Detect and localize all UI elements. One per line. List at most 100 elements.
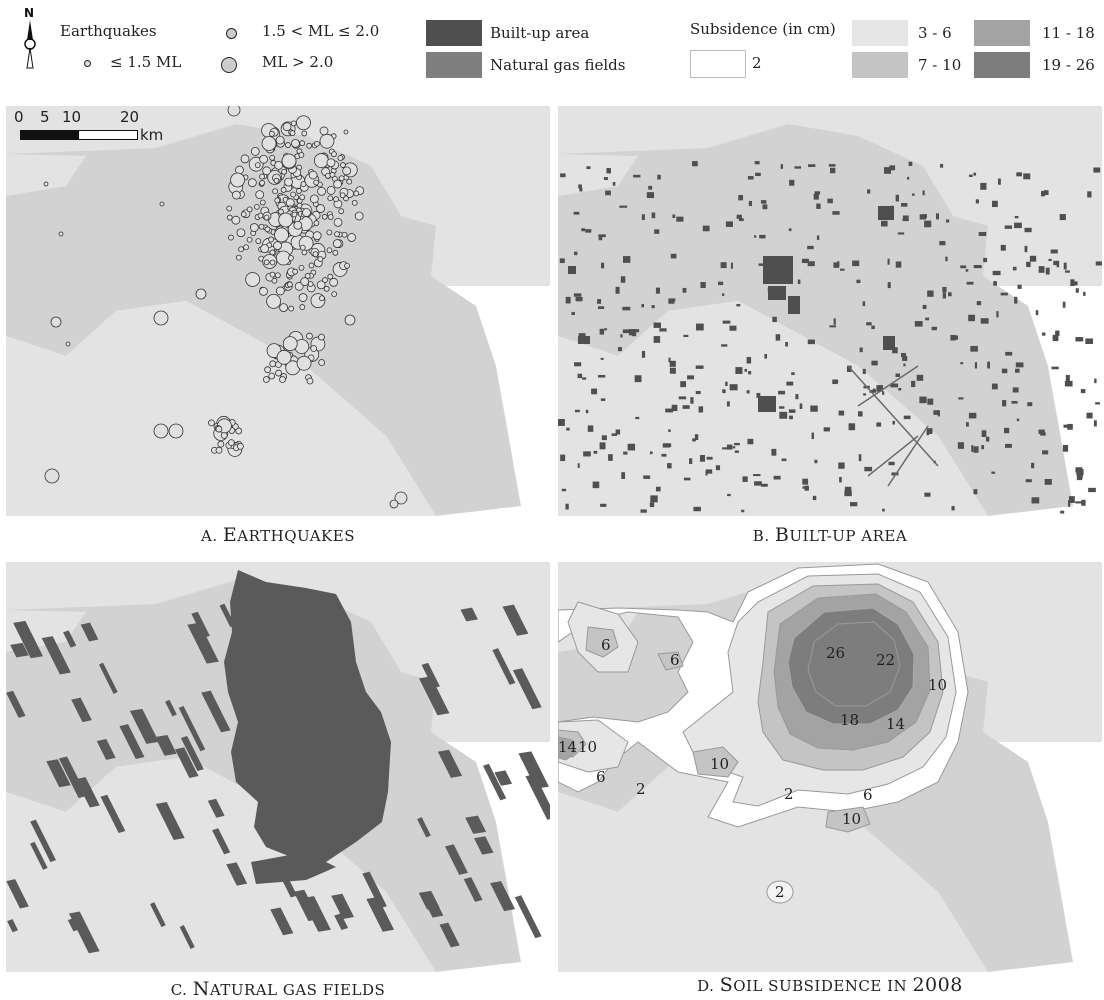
builtup-patch [997, 178, 1001, 185]
builtup-patch [993, 281, 997, 286]
builtup-patch [867, 189, 871, 194]
earthquake-point [338, 208, 345, 215]
builtup-patch [601, 435, 607, 441]
earthquake-point [319, 126, 329, 136]
earthquake-point [316, 204, 325, 213]
builtup-patch [1048, 258, 1052, 261]
earthquake-point [168, 423, 184, 439]
builtup-patch [702, 225, 710, 232]
earthquake-point [228, 234, 234, 241]
small-gas-field [362, 871, 387, 909]
earthquake-point [326, 158, 336, 168]
earthquake-point [332, 249, 339, 256]
builtup-patch [599, 328, 605, 335]
builtup-patch [786, 381, 794, 386]
builtup-patch [617, 347, 622, 352]
earthquake-point [271, 277, 278, 284]
builtup-patch [844, 490, 852, 497]
builtup-patch [1015, 362, 1024, 368]
earthquake-point [232, 190, 241, 200]
builtup-patch [973, 265, 982, 269]
earthquake-point [253, 203, 260, 210]
sub-label-11: 2 [636, 780, 646, 798]
builtup-patch [592, 481, 600, 489]
builtup-patch [746, 356, 752, 364]
builtup-patch [773, 475, 781, 480]
earthquake-point [264, 226, 271, 233]
builtup-patch [1045, 267, 1050, 275]
builtup-patch [574, 251, 578, 256]
builtup-patches [558, 161, 1102, 514]
builtup-patch [579, 187, 583, 192]
small-gas-field [201, 690, 231, 733]
builtup-patch [744, 368, 748, 372]
caption-c-rest: ATURAL GAS FIELDS [209, 981, 386, 999]
builtup-patch [1035, 310, 1039, 316]
earthquake-point [274, 160, 284, 170]
builtup-patch [649, 451, 653, 455]
builtup-patch [1093, 420, 1097, 427]
builtup-patch [795, 394, 799, 400]
caption-a-letter: A. [201, 527, 218, 545]
earthquake-point [279, 303, 289, 313]
builtup-patch [827, 198, 833, 204]
builtup-patch [808, 164, 816, 167]
builtup-patch [665, 408, 674, 413]
earthquake-point [284, 177, 293, 187]
builtup-patch [789, 415, 793, 420]
builtup-patch [878, 206, 894, 220]
earthquake-point [333, 196, 339, 203]
earthquake-point [275, 286, 285, 296]
builtup-patch [678, 396, 687, 400]
builtup-patch [897, 232, 905, 235]
earthquake-point [258, 223, 265, 230]
eq-small-symbol-icon [84, 60, 91, 67]
builtup-patch [970, 345, 978, 352]
builtup-patch [1095, 402, 1100, 405]
earthquake-point [278, 208, 284, 215]
builtup-patch [1080, 389, 1086, 394]
earthquake-point [255, 190, 265, 200]
builtup-patch [794, 166, 802, 169]
earthquake-point [394, 491, 408, 505]
builtup-patch [727, 493, 731, 497]
builtup-patch [558, 419, 565, 426]
small-gas-field [46, 759, 71, 788]
legend-eq-mid: 1.5 < ML ≤ 2.0 [262, 22, 380, 40]
builtup-patch [742, 476, 748, 482]
legend-gasfields: Natural gas fields [490, 56, 626, 74]
builtup-patch [916, 374, 924, 381]
builtup-patch [974, 362, 978, 369]
earthquake-point [346, 178, 353, 185]
earthquake-point [269, 271, 276, 278]
earthquake-point [235, 427, 243, 435]
earthquake-point [280, 187, 287, 193]
builtup-patch [722, 447, 730, 450]
small-gas-field [96, 739, 116, 760]
earthquake-point [327, 214, 334, 220]
builtup-patch [858, 454, 862, 462]
builtup-patch [560, 173, 566, 178]
builtup-patch [633, 174, 641, 178]
builtup-patch [969, 174, 973, 177]
builtup-patch [945, 256, 948, 262]
builtup-patch [559, 258, 565, 264]
earthquake-point [343, 129, 349, 135]
builtup-patch [683, 334, 689, 337]
sub-label-2: 6 [670, 651, 680, 669]
builtup-patch [573, 211, 580, 215]
earthquake-point [43, 181, 49, 187]
small-gas-field [212, 828, 231, 855]
small-gas-field [119, 724, 145, 759]
builtup-patch [641, 304, 645, 308]
earthquake-point [259, 180, 265, 186]
sub-label-12: 10 [710, 755, 729, 773]
builtup-patch [781, 458, 787, 462]
builtup-patch [746, 390, 750, 394]
earthquake-point [313, 220, 320, 226]
builtup-patch [968, 314, 976, 322]
earthquake-point [322, 277, 328, 283]
earthquake-point [274, 272, 281, 279]
builtup-patch [575, 296, 583, 302]
earthquake-point [268, 130, 275, 137]
